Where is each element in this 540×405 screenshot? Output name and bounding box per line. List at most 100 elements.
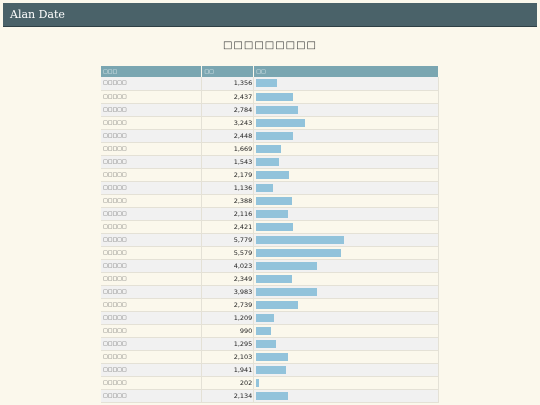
row-name-cell: □□□□□ [101,259,203,273]
row-bar-cell [253,376,439,390]
table-row[interactable]: □□□□□ 3,983 [101,285,439,299]
row-name-cell: □□□□□ [101,194,203,208]
row-value-cell: 2,784 [201,103,255,117]
row-name-cell: □□□□□ [101,77,203,91]
column-header-value[interactable]: □□ [201,66,255,77]
table-row[interactable]: □□□□□ 2,349 [101,272,439,286]
row-name-cell: □□□□□ [101,168,203,182]
row-name-cell: □□□□□ [101,129,203,143]
value-bar [256,248,342,257]
row-name-cell: □□□□□ [101,350,203,364]
table-row[interactable]: □□□□□ 1,136 [101,181,439,195]
row-value-cell: 2,179 [201,168,255,182]
table-row[interactable]: □□□□□ 2,784 [101,103,439,117]
row-value-cell: 2,103 [201,350,255,364]
table-row[interactable]: □□□□□ 2,103 [101,350,439,364]
row-name-cell: □□□□□ [101,246,203,260]
row-bar-cell [253,298,439,312]
value-bar [256,326,272,335]
row-value-cell: 990 [201,324,255,338]
table-row[interactable]: □□□□□ 1,941 [101,363,439,377]
row-bar-cell [253,389,439,403]
app-title: Alan Date [10,8,65,21]
row-name-cell: □□□□□ [101,324,203,338]
row-bar-cell [253,194,439,208]
value-bar [256,157,280,166]
row-bar-cell [253,337,439,351]
column-header-bar[interactable]: □□ [253,66,439,77]
row-value-cell: 5,779 [201,233,255,247]
table-header-row: □□□ □□ □□ [101,66,439,77]
row-bar-cell [253,129,439,143]
table-row[interactable]: □□□□□ 3,243 [101,116,439,130]
table-row[interactable]: □□□□□ 1,209 [101,311,439,325]
row-value-cell: 2,739 [201,298,255,312]
row-name-cell: □□□□□ [101,90,203,104]
table-row[interactable]: □□□□□ 2,437 [101,90,439,104]
row-bar-cell [253,285,439,299]
value-bar [256,196,293,205]
table-row[interactable]: □□□□□ 202 [101,376,439,390]
value-bar [256,339,277,348]
data-table: □□□ □□ □□ □□□□□ 1,356 □□□□□ 2,437 □□□□□ 2,784… [101,66,439,403]
table-row[interactable]: □□□□□ 4,023 [101,259,439,273]
value-bar [256,222,294,231]
value-bar [256,352,289,361]
row-value-cell: 1,543 [201,155,255,169]
row-name-cell: □□□□□ [101,220,203,234]
value-bar [256,391,289,400]
row-bar-cell [253,142,439,156]
row-value-cell: 2,421 [201,220,255,234]
row-value-cell: 3,983 [201,285,255,299]
row-name-cell: □□□□□ [101,389,203,403]
value-bar [256,300,299,309]
table-row[interactable]: □□□□□ 2,116 [101,207,439,221]
table-body: □□□□□ 1,356 □□□□□ 2,437 □□□□□ 2,784 □□□□□ 3,243… [101,77,439,403]
value-bar [256,261,318,270]
value-bar [256,105,299,114]
table-row[interactable]: □□□□□ 1,356 [101,77,439,91]
table-row[interactable]: □□□□□ 5,579 [101,246,439,260]
row-bar-cell [253,272,439,286]
value-bar [256,92,294,101]
table-row[interactable]: □□□□□ 2,448 [101,129,439,143]
row-bar-cell [253,246,439,260]
table-row[interactable]: □□□□□ 5,779 [101,233,439,247]
row-bar-cell [253,90,439,104]
row-name-cell: □□□□□ [101,155,203,169]
row-value-cell: 3,243 [201,116,255,130]
row-bar-cell [253,233,439,247]
table-row[interactable]: □□□□□ 2,179 [101,168,439,182]
table-row[interactable]: □□□□□ 1,295 [101,337,439,351]
row-value-cell: 1,209 [201,311,255,325]
column-header-name[interactable]: □□□ [101,66,203,77]
table-row[interactable]: □□□□□ 2,134 [101,389,439,403]
table-row[interactable]: □□□□□ 2,739 [101,298,439,312]
table-row[interactable]: □□□□□ 990 [101,324,439,338]
row-name-cell: □□□□□ [101,337,203,351]
row-bar-cell [253,324,439,338]
table-row[interactable]: □□□□□ 2,421 [101,220,439,234]
row-bar-cell [253,363,439,377]
value-bar [256,131,294,140]
value-bar [256,378,260,387]
row-name-cell: □□□□□ [101,181,203,195]
table-row[interactable]: □□□□□ 2,388 [101,194,439,208]
row-bar-cell [253,259,439,273]
row-value-cell: 2,349 [201,272,255,286]
row-name-cell: □□□□□ [101,376,203,390]
value-bar [256,209,289,218]
value-bar [256,144,282,153]
row-bar-cell [253,181,439,195]
row-value-cell: 2,437 [201,90,255,104]
table-row[interactable]: □□□□□ 1,543 [101,155,439,169]
row-value-cell: 5,579 [201,246,255,260]
row-name-cell: □□□□□ [101,207,203,221]
row-name-cell: □□□□□ [101,285,203,299]
table-row[interactable]: □□□□□ 1,669 [101,142,439,156]
row-value-cell: 2,448 [201,129,255,143]
row-value-cell: 4,023 [201,259,255,273]
row-value-cell: 2,134 [201,389,255,403]
row-bar-cell [253,155,439,169]
value-bar [256,170,290,179]
